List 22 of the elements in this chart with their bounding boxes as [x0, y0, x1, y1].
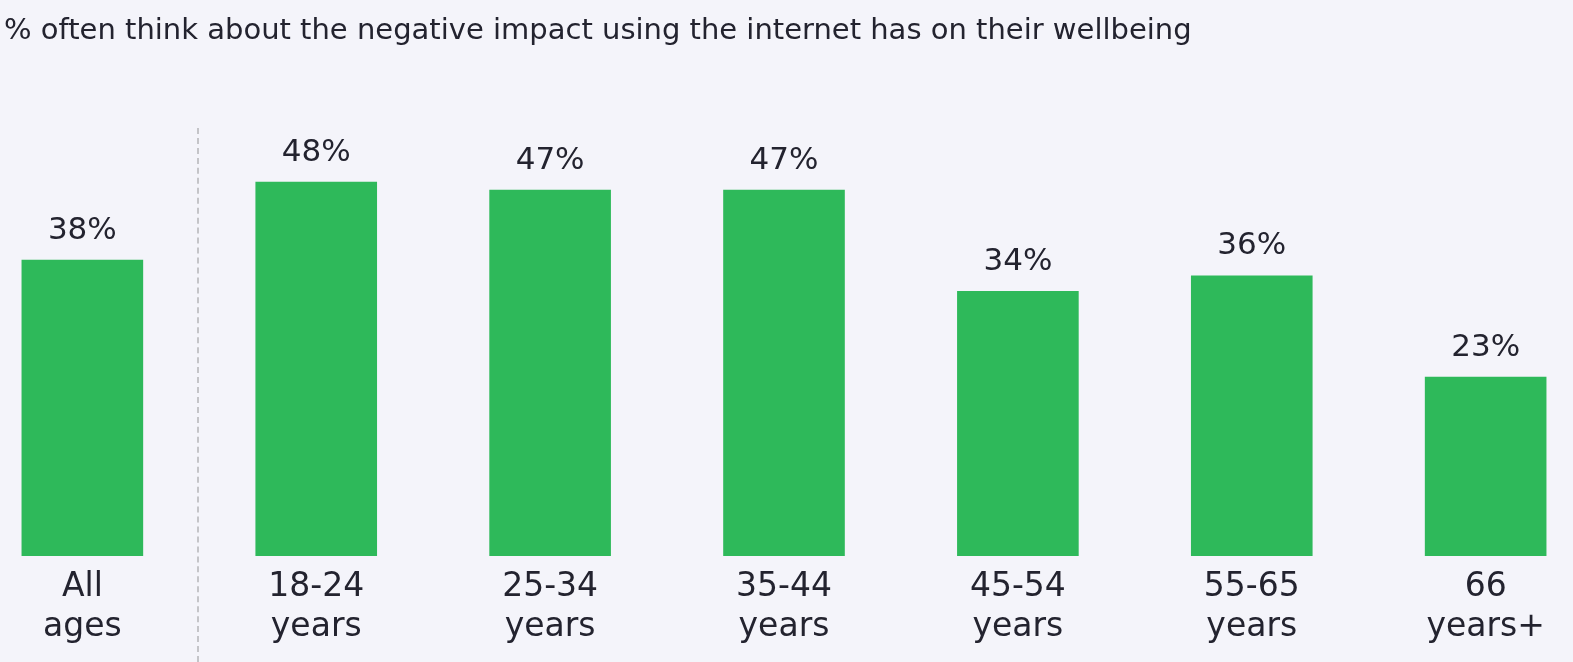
bar — [723, 189, 845, 556]
x-tick-label: 18-24 years — [268, 565, 365, 644]
chart-title: % often think about the negative impact using the internet has on their wellbeing — [4, 12, 1192, 46]
data-label: 47% — [515, 139, 585, 176]
x-tick-label: 35-44 years — [736, 565, 832, 644]
data-label: 48% — [281, 131, 351, 168]
data-label: 23% — [1451, 326, 1521, 363]
bar — [1190, 275, 1313, 556]
bar — [21, 259, 144, 556]
bar — [489, 189, 611, 556]
data-label: 47% — [749, 139, 819, 176]
bar — [957, 290, 1079, 556]
x-tick-label: All ages — [43, 565, 122, 644]
data-label: 38% — [47, 209, 117, 246]
x-tick-label: 55-65 years — [1203, 565, 1300, 644]
data-label: 34% — [983, 240, 1053, 277]
x-tick-label: 45-54 years — [969, 565, 1066, 644]
bar — [1424, 376, 1547, 556]
x-tick-label: 25-34 years — [502, 565, 599, 644]
bar — [255, 181, 378, 556]
x-tick-label: 66 years+ — [1426, 565, 1545, 644]
data-label: 36% — [1217, 225, 1287, 262]
